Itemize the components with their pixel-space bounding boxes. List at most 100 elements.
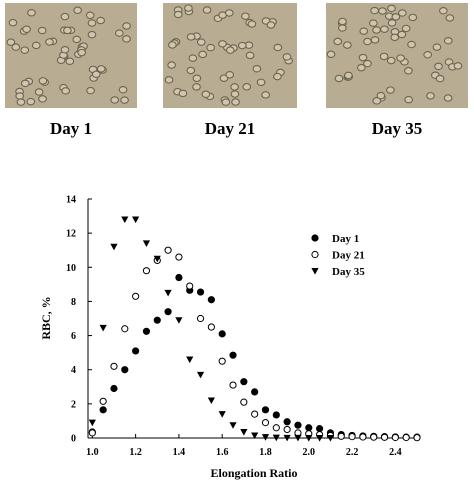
marker	[337, 432, 345, 440]
marker	[196, 288, 205, 296]
marker	[229, 351, 237, 359]
marker	[164, 289, 172, 297]
panel-label: Day 21	[205, 119, 256, 138]
cell	[387, 19, 397, 27]
cell	[61, 87, 71, 95]
micrograph	[5, 3, 137, 108]
y-tick-label: 8	[71, 297, 76, 308]
cell	[86, 86, 95, 95]
cell	[376, 91, 386, 100]
cell	[188, 54, 198, 62]
marker	[272, 424, 280, 432]
cell	[110, 96, 120, 104]
cell	[196, 38, 206, 46]
cell	[164, 76, 174, 84]
cell	[261, 91, 270, 99]
marker	[305, 424, 313, 432]
cell	[120, 96, 129, 104]
marker	[251, 388, 259, 396]
marker	[218, 411, 226, 418]
cell	[221, 98, 231, 106]
cell	[192, 74, 202, 83]
cell	[96, 65, 106, 73]
marker	[251, 432, 259, 440]
cell	[404, 67, 413, 75]
marker	[196, 314, 205, 323]
cell	[443, 94, 453, 102]
cell	[22, 25, 31, 34]
marker	[240, 378, 248, 386]
marker	[142, 267, 151, 275]
cell	[326, 50, 336, 59]
marker	[315, 425, 324, 433]
cell	[237, 41, 247, 50]
cell	[38, 77, 48, 85]
cell	[87, 19, 97, 27]
x-axis-title: Elongation Ratio	[210, 466, 297, 480]
cell	[432, 43, 442, 51]
cell	[31, 41, 41, 50]
cell	[386, 86, 395, 94]
cell	[344, 71, 353, 80]
cell	[338, 17, 347, 26]
marker	[88, 429, 96, 437]
cell	[122, 35, 131, 43]
cell	[91, 70, 101, 79]
cell	[273, 72, 282, 81]
cell	[245, 51, 255, 60]
y-tick-label: 4	[71, 365, 76, 376]
marker	[261, 419, 270, 427]
cell	[186, 66, 196, 75]
marker	[305, 435, 313, 442]
legend-marker	[311, 268, 319, 275]
cell	[186, 33, 196, 41]
marker	[283, 425, 291, 434]
marker	[110, 384, 118, 393]
marker	[175, 317, 183, 324]
cell	[225, 46, 235, 54]
marker	[240, 429, 248, 436]
cell	[230, 83, 239, 91]
cell	[198, 50, 208, 59]
cell	[72, 35, 82, 44]
cell	[230, 90, 240, 98]
y-tick-label: 10	[66, 263, 76, 274]
cell	[386, 56, 396, 65]
cell	[391, 13, 401, 21]
cell	[408, 13, 418, 22]
cell	[343, 41, 352, 49]
marker	[207, 323, 215, 331]
y-tick-label: 14	[66, 195, 76, 206]
cell	[423, 50, 433, 59]
cell	[256, 78, 266, 87]
marker	[175, 273, 183, 282]
marker	[261, 434, 270, 441]
cell	[266, 21, 276, 29]
x-tick-label: 1.8	[259, 447, 272, 458]
cell	[401, 24, 411, 33]
cell	[363, 37, 372, 46]
marker	[164, 308, 172, 316]
x-tick-label: 1.6	[216, 447, 229, 458]
marker	[218, 357, 226, 365]
cell	[363, 59, 372, 68]
cell	[372, 26, 381, 34]
cell	[8, 18, 18, 27]
marker	[132, 292, 140, 300]
cell	[218, 40, 227, 48]
cell	[358, 53, 368, 62]
marker	[283, 418, 291, 426]
y-tick-label: 0	[71, 434, 76, 445]
marker	[121, 216, 129, 224]
legend-label: Day 1	[332, 233, 359, 245]
cell	[445, 14, 455, 22]
marker	[110, 243, 118, 251]
marker	[142, 240, 151, 247]
marker	[153, 316, 161, 324]
cell	[201, 90, 211, 98]
marker	[132, 216, 140, 224]
x-tick-label: 1.2	[129, 447, 142, 458]
cell	[20, 79, 30, 88]
cell	[16, 98, 26, 106]
